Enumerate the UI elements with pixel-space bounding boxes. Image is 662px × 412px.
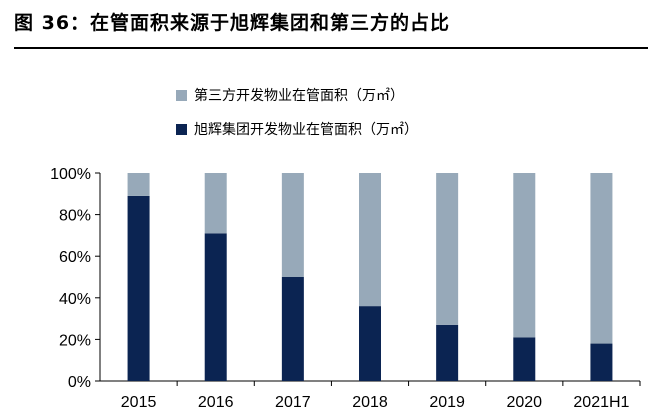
x-tick-label: 2019 xyxy=(429,394,465,411)
legend-item-cifi: 旭辉集团开发物业在管面积（万㎡） xyxy=(176,119,418,139)
bar-segment-third-party xyxy=(436,173,459,325)
x-tick-label: 2015 xyxy=(121,394,157,411)
x-tick-label: 2020 xyxy=(506,394,542,411)
bar-segment-third-party xyxy=(281,173,304,277)
bar-segment-cifi xyxy=(590,343,613,381)
bar-segment-cifi xyxy=(513,337,536,381)
legend-label-third-party: 第三方开发物业在管面积（万㎡） xyxy=(194,88,404,104)
legend-swatch-cifi xyxy=(176,124,187,135)
x-tick-label: 2021H1 xyxy=(573,394,629,411)
bar-segment-third-party xyxy=(513,173,536,338)
y-tick-label: 60% xyxy=(59,249,91,266)
legend-swatch-third-party xyxy=(176,90,187,101)
y-tick-label: 20% xyxy=(59,332,91,349)
bar-segment-cifi xyxy=(436,324,459,381)
legend-item-third-party: 第三方开发物业在管面积（万㎡） xyxy=(176,85,404,105)
bar-segment-cifi xyxy=(359,306,381,381)
x-tick-label: 2017 xyxy=(275,394,311,411)
bar-segment-cifi xyxy=(204,233,227,381)
bar-segment-cifi xyxy=(127,195,150,381)
bar-segment-third-party xyxy=(127,173,150,196)
x-tick-label: 2016 xyxy=(198,394,234,411)
x-tick-label: 2018 xyxy=(352,394,388,411)
bar-segment-third-party xyxy=(204,173,227,234)
y-tick-label: 100% xyxy=(50,166,91,183)
y-tick-label: 80% xyxy=(59,208,91,225)
bar-segment-cifi xyxy=(281,277,304,381)
y-tick-label: 40% xyxy=(59,291,91,308)
bar-segment-third-party xyxy=(590,173,613,344)
figure-title: 图 36：在管面积来源于旭辉集团和第三方的占比 xyxy=(14,12,451,34)
bar-segment-third-party xyxy=(359,173,381,307)
title-rule xyxy=(14,47,648,49)
y-tick-label: 0% xyxy=(68,374,91,391)
legend-label-cifi: 旭辉集团开发物业在管面积（万㎡） xyxy=(194,122,418,138)
